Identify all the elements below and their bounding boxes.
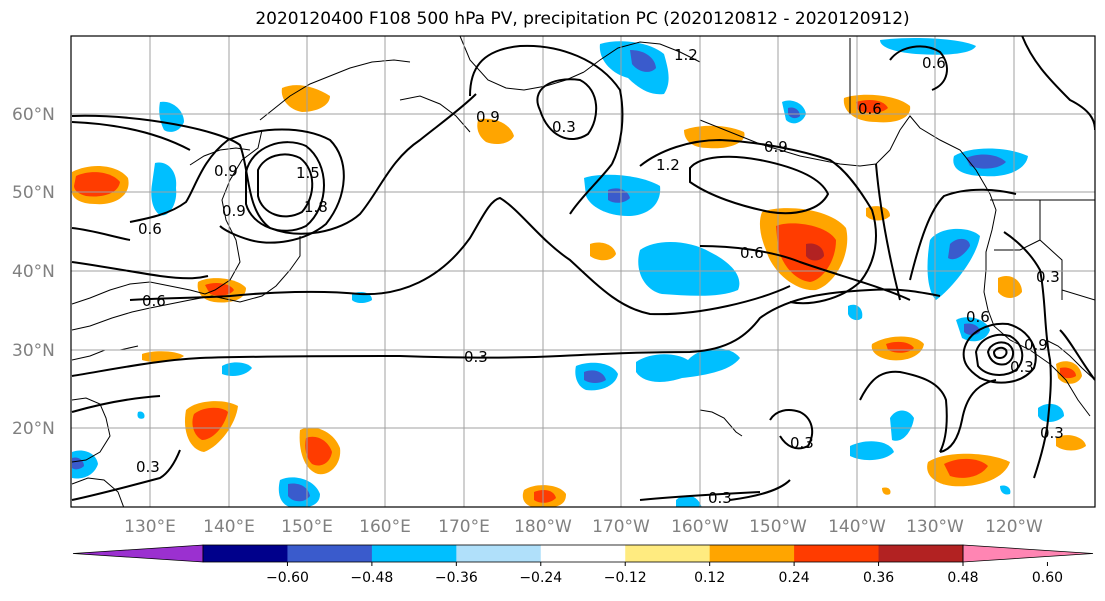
lon-label-140e: 140°E	[203, 517, 255, 537]
contour-label: 0.6	[142, 292, 166, 310]
colorbar-swatch	[709, 545, 795, 562]
blob-c6	[575, 362, 618, 391]
blob-s5	[676, 495, 702, 507]
lon-label-170w: 170°W	[592, 517, 650, 537]
lon-label-170e: 170°E	[438, 517, 490, 537]
contour-label: 0.6	[138, 220, 162, 238]
lat-label-50n: 50°N	[12, 183, 55, 203]
contour-label: 0.9	[476, 108, 500, 126]
pv-contours	[71, 36, 1095, 501]
contour-label: 1.8	[304, 198, 328, 216]
contour-labels: 0.9 1.5 1.8 0.6 0.9 0.6 0.3 0.3 0.9 1.2 …	[136, 46, 1064, 507]
lon-label-140w: 140°W	[828, 517, 886, 537]
colorbar-swatch	[540, 545, 626, 562]
lon-label-160w: 160°W	[671, 517, 729, 537]
contour-label: 0.3	[708, 489, 732, 507]
lon-label-120w: 120°W	[985, 517, 1043, 537]
colorbar-tick-label: −0.60	[266, 570, 309, 586]
lon-label-150w: 150°W	[749, 517, 807, 537]
coastlines	[71, 36, 1095, 507]
map-title: 2020120400 F108 500 hPa PV, precipitatio…	[255, 9, 910, 29]
latitude-labels: 60°N 50°N 40°N 30°N 20°N	[12, 105, 55, 439]
contour-label: 0.3	[1040, 424, 1064, 442]
blob-bering1	[477, 118, 514, 144]
colorbar-extend-high	[962, 544, 1094, 563]
lat-label-30n: 30°N	[12, 341, 55, 361]
blob-c2	[638, 241, 740, 296]
lat-label-20n: 20°N	[12, 419, 55, 439]
blob-kam	[281, 85, 330, 112]
lon-label-180w: 180°W	[514, 517, 572, 537]
blob-e4	[1056, 361, 1082, 384]
contour-label: 0.6	[740, 244, 764, 262]
contour-label: 0.3	[136, 458, 160, 476]
colorbar-tick-label: 0.48	[947, 570, 978, 586]
blob-c7	[636, 348, 740, 382]
plot-frame	[70, 35, 1096, 508]
colorbar-swatch	[878, 545, 964, 562]
blob-s1	[850, 410, 914, 461]
blob-gulf3	[843, 94, 911, 123]
contour-label: 0.9	[764, 138, 788, 156]
lat-label-60n: 60°N	[12, 105, 55, 125]
colorbar-tick-label: 0.36	[863, 570, 894, 586]
blob-s45	[151, 162, 177, 216]
blob-w3	[278, 477, 320, 507]
contour-label: 0.3	[552, 118, 576, 136]
blob-w50	[72, 166, 129, 205]
blob-alaska1	[599, 41, 669, 95]
colorbar-tick-label: −0.36	[435, 570, 478, 586]
longitude-labels: 130°E 140°E 150°E 160°E 170°E 180°W 170°…	[124, 517, 1043, 537]
contour-label: 0.9	[1024, 336, 1048, 354]
lon-label-130e: 130°E	[124, 517, 176, 537]
blob-bc	[953, 148, 1028, 177]
contour-label: 0.6	[966, 308, 990, 326]
lon-label-160e: 160°E	[359, 517, 411, 537]
contour-label: 0.3	[464, 348, 488, 366]
blob-gulf2	[782, 100, 806, 124]
contour-label: 0.9	[222, 202, 246, 220]
blob-e2	[998, 275, 1022, 298]
blob-w2	[299, 427, 341, 475]
lat-label-40n: 40°N	[12, 262, 55, 282]
colorbar-tick-label: 0.12	[694, 570, 725, 586]
contour-label: 1.5	[296, 164, 320, 182]
lon-label-130w: 130°W	[906, 517, 964, 537]
colorbar-tick-label: 0.60	[1032, 570, 1063, 586]
contour-label: 1.2	[674, 46, 698, 64]
contour-label: 0.3	[1036, 268, 1060, 286]
lon-label-150e: 150°E	[281, 517, 333, 537]
gridlines	[71, 36, 1095, 507]
blob-e6	[1056, 435, 1086, 451]
contour-label: 0.3	[790, 434, 814, 452]
contour-label: 0.3	[1010, 358, 1034, 376]
blob-c5	[590, 242, 616, 261]
colorbar-tick-label: −0.48	[350, 570, 393, 586]
contour-label: 0.6	[922, 54, 946, 72]
colorbar-swatch	[203, 545, 288, 562]
blob-e1	[927, 228, 980, 300]
colorbar-extend-low	[72, 544, 204, 563]
colorbar-swatch	[456, 545, 542, 562]
contour-label: 1.2	[656, 156, 680, 174]
blob-w1	[184, 401, 238, 452]
colorbar-swatch	[794, 545, 880, 562]
blob-s4	[522, 485, 566, 507]
colorbar-tick-label: −0.12	[604, 570, 647, 586]
colorbar-frame	[202, 544, 964, 563]
blob-c8	[848, 304, 863, 321]
colorbar-tick-label: 0.24	[779, 570, 810, 586]
contour-label: 0.9	[214, 162, 238, 180]
contour-label: 0.6	[858, 100, 882, 118]
colorbar: −0.60 −0.48 −0.36 −0.24 −0.12 0.12 0.24 0.36 0.4…	[72, 544, 1094, 586]
colorbar-swatch	[287, 545, 373, 562]
blob-s3	[882, 485, 1011, 495]
blob-e5	[1038, 403, 1064, 422]
colorbar-tick-label: −0.24	[519, 570, 562, 586]
blob-s2	[927, 453, 1010, 487]
colorbar-swatch	[371, 545, 457, 562]
colorbar-swatch	[625, 545, 711, 562]
